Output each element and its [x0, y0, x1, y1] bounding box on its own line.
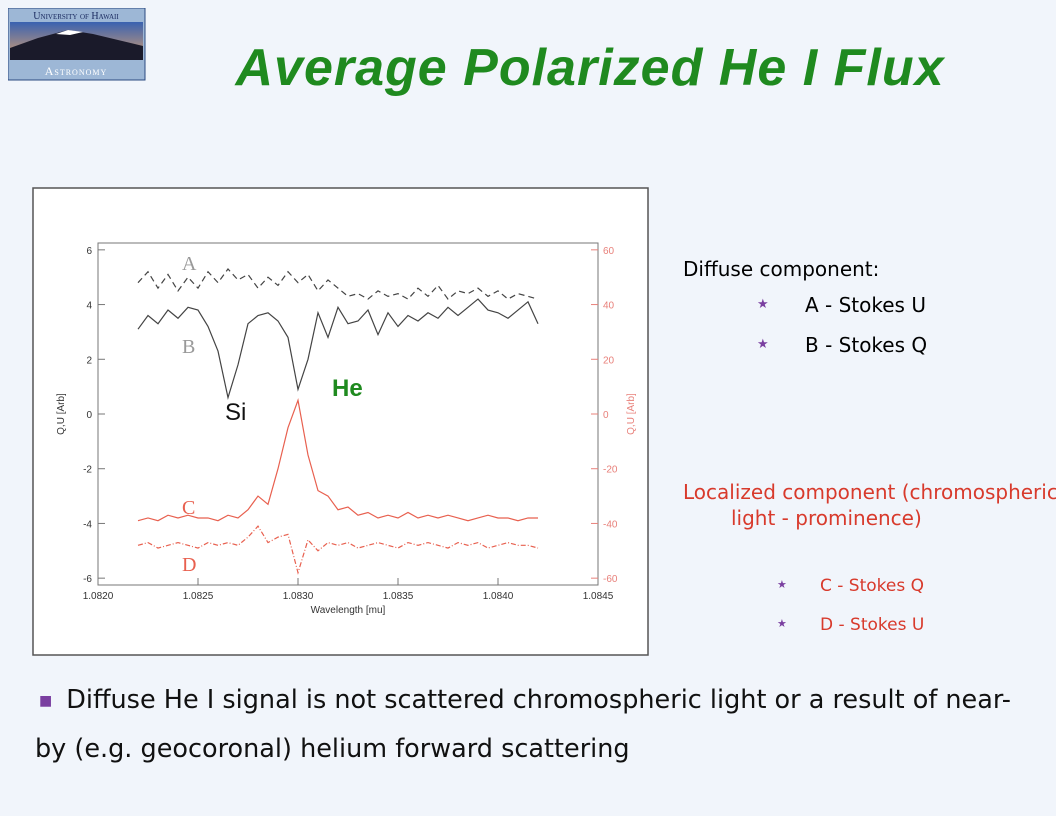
- series-line: [137, 525, 539, 575]
- y-tick-label: -2: [83, 465, 92, 476]
- x-tick-label: 1.0820: [83, 591, 114, 602]
- y2-tick-label: -40: [603, 519, 618, 530]
- y-axis-label: Q,U [Arb]: [56, 393, 67, 435]
- series-label: D: [182, 554, 196, 576]
- annotation: He: [332, 375, 363, 402]
- note-item: A - Stokes U: [805, 293, 926, 317]
- series-label: A: [182, 253, 197, 275]
- y2-tick-label: -20: [603, 465, 618, 476]
- y2-tick-label: 40: [603, 301, 615, 312]
- y-tick-label: -6: [83, 574, 92, 585]
- logo-text: University of Hawaii: [33, 11, 119, 22]
- bullet-body: Diffuse He I signal is not scattered chr…: [35, 685, 1011, 764]
- note-item: C - Stokes Q: [820, 576, 925, 596]
- series-label: B: [182, 336, 195, 358]
- note-item: B - Stokes Q: [805, 333, 928, 357]
- series-line: [137, 268, 539, 300]
- y-tick-label: 0: [86, 410, 92, 421]
- chart: 1.0820 1.0825 1.0830 1.0835 1.0840 1.0845 -6 -4…: [32, 187, 649, 656]
- x-axis-label: Wavelength [mu]: [311, 605, 386, 616]
- logo-mountain: [10, 30, 143, 60]
- bullet-icon: ★: [757, 337, 769, 352]
- bullet-text: ■ Diffuse He I signal is not scattered ch…: [35, 676, 1035, 773]
- localized-heading: Localized component (chromospheric light…: [683, 480, 1056, 530]
- y2-tick-label: 20: [603, 355, 615, 366]
- bullet-icon: ★: [777, 617, 787, 630]
- logo: University of Hawaii Astronomy: [8, 8, 146, 81]
- bullet-icon: ★: [777, 578, 787, 591]
- note-item: D - Stokes U: [820, 615, 925, 635]
- logo-text: Astronomy: [45, 64, 108, 78]
- x-tick-label: 1.0840: [483, 591, 514, 602]
- y2-axis-label: Q,U [Arb]: [626, 393, 637, 435]
- series-label: C: [182, 497, 195, 519]
- x-tick-label: 1.0830: [283, 591, 314, 602]
- x-tick-label: 1.0845: [583, 591, 614, 602]
- y-tick-label: 4: [86, 301, 92, 312]
- y-tick-label: -4: [83, 519, 92, 530]
- title: Average Polarized He I Flux: [235, 39, 945, 97]
- y2-tick-label: 0: [603, 410, 609, 421]
- series-line: [137, 398, 538, 522]
- series-line: [137, 298, 539, 400]
- y-tick-label: 6: [86, 246, 92, 257]
- annotation: Si: [225, 399, 246, 426]
- bullet-icon: ■: [39, 693, 53, 709]
- x-tick-label: 1.0825: [183, 591, 214, 602]
- y2-tick-label: 60: [603, 246, 615, 257]
- diffuse-heading: Diffuse component:: [683, 257, 880, 281]
- y2-tick-label: -60: [603, 574, 618, 585]
- chart-frame: [32, 187, 649, 656]
- logo-snow: [56, 30, 83, 35]
- y-tick-label: 2: [86, 355, 92, 366]
- bullet-icon: ★: [757, 297, 769, 312]
- x-tick-label: 1.0835: [383, 591, 414, 602]
